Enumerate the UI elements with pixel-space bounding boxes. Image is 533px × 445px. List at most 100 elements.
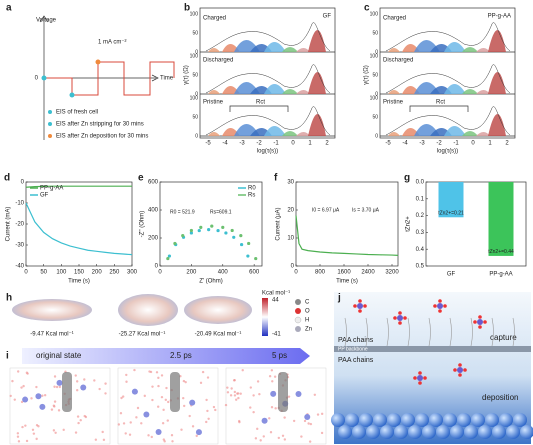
y-tick-label: 0 <box>375 133 378 139</box>
molecule <box>21 425 24 429</box>
value-label: tZn2+=0.44 <box>488 249 514 255</box>
y-axis-label: -Z'' (Ohm) <box>140 211 146 238</box>
y-tick-label: 100 <box>370 53 379 59</box>
molecule <box>20 400 24 404</box>
molecule <box>93 379 96 382</box>
legend-dot <box>48 122 52 126</box>
atom-label: Zn <box>305 327 312 333</box>
ion <box>437 303 443 309</box>
chain <box>491 317 494 347</box>
oxygen <box>463 368 467 372</box>
x-tick-label: -3 <box>419 141 425 147</box>
point <box>166 256 170 261</box>
x-axis-label: log(τ(s)) <box>257 149 278 155</box>
time-arrow <box>22 348 310 364</box>
molecule <box>292 419 296 423</box>
x-tick-label: 1 <box>308 141 312 147</box>
molecule <box>249 386 252 389</box>
x-tick-label: 150 <box>74 270 85 276</box>
annotation: I0 = 6.97 μA <box>312 207 340 213</box>
molecule <box>16 432 20 435</box>
atom-label: C <box>305 300 310 306</box>
panel-b: bGFCharged100500Discharged100500Pristine… <box>184 3 336 155</box>
zn-atom <box>380 425 394 439</box>
molecule <box>237 396 240 400</box>
molecule <box>212 405 216 409</box>
ion <box>143 411 150 418</box>
stage: original state <box>36 351 82 360</box>
x-tick-label: -4 <box>222 141 228 147</box>
drt-row <box>379 64 516 95</box>
molecule <box>160 374 164 377</box>
x-tick-label: 50 <box>40 270 47 276</box>
molecule <box>205 420 208 424</box>
molecule <box>287 395 291 398</box>
chain <box>512 317 515 347</box>
zn-atom <box>499 413 513 427</box>
bracket <box>409 105 469 112</box>
zn-atom <box>457 413 471 427</box>
x-tick-label: -3 <box>239 141 245 147</box>
chain <box>470 317 473 347</box>
tag: GF <box>323 14 332 20</box>
molecule <box>171 440 174 443</box>
ion <box>22 396 29 403</box>
y-tick-label: 50 <box>372 72 378 78</box>
x-axis-label: log(τ(s)) <box>437 149 458 155</box>
molecule <box>55 385 59 389</box>
molecule <box>74 431 78 434</box>
molecule <box>270 405 274 409</box>
molecule <box>43 394 47 397</box>
oxygen <box>398 311 402 315</box>
legend-text: EIS of fresh cell <box>56 110 98 116</box>
molecule <box>136 406 140 410</box>
legend-text: GF <box>40 193 49 199</box>
molecule <box>230 387 233 390</box>
point <box>173 241 177 246</box>
molecule <box>201 370 205 374</box>
molecule <box>79 419 82 422</box>
molecule <box>270 369 274 372</box>
ion <box>39 403 46 410</box>
oxygen <box>433 304 437 308</box>
dot <box>69 92 75 98</box>
y-tick-label: 0 <box>155 264 159 270</box>
molecule <box>53 375 57 378</box>
point <box>239 234 243 238</box>
ion <box>417 375 423 381</box>
molecule <box>271 380 274 383</box>
molecule <box>35 437 38 441</box>
oxygen <box>473 320 477 324</box>
legend-dot <box>48 134 52 138</box>
y-tick-label: 50 <box>192 114 198 120</box>
molecule <box>157 376 160 380</box>
y-tick-label: 0.4 <box>416 247 425 253</box>
x-axis-label: Time <box>160 76 174 82</box>
molecule <box>147 434 150 437</box>
oxygen <box>483 320 487 324</box>
wave <box>44 61 175 96</box>
zn-atom <box>422 425 436 439</box>
energy: -9.47 Kcal mol⁻¹ <box>30 332 74 338</box>
molecule <box>191 425 195 428</box>
molecule <box>135 416 138 419</box>
chain <box>278 372 288 412</box>
x-tick-label: 0 <box>471 141 475 147</box>
molecule <box>31 428 35 431</box>
tag: PP-g-AA <box>488 14 511 20</box>
molecule <box>122 422 126 425</box>
molecule <box>237 419 241 423</box>
molecule <box>151 385 154 388</box>
oxygen <box>438 299 442 303</box>
molecule <box>300 435 303 438</box>
point <box>210 224 214 228</box>
molecule <box>83 378 86 381</box>
y-tick-label: 0.5 <box>416 264 425 270</box>
atom <box>295 326 301 332</box>
ion <box>261 417 268 424</box>
frame <box>199 7 336 139</box>
y-tick-label: 30 <box>287 180 294 186</box>
x-axis-label: Time (s) <box>336 279 358 285</box>
y-tick-label: 0 <box>21 180 25 186</box>
dot <box>41 75 47 81</box>
